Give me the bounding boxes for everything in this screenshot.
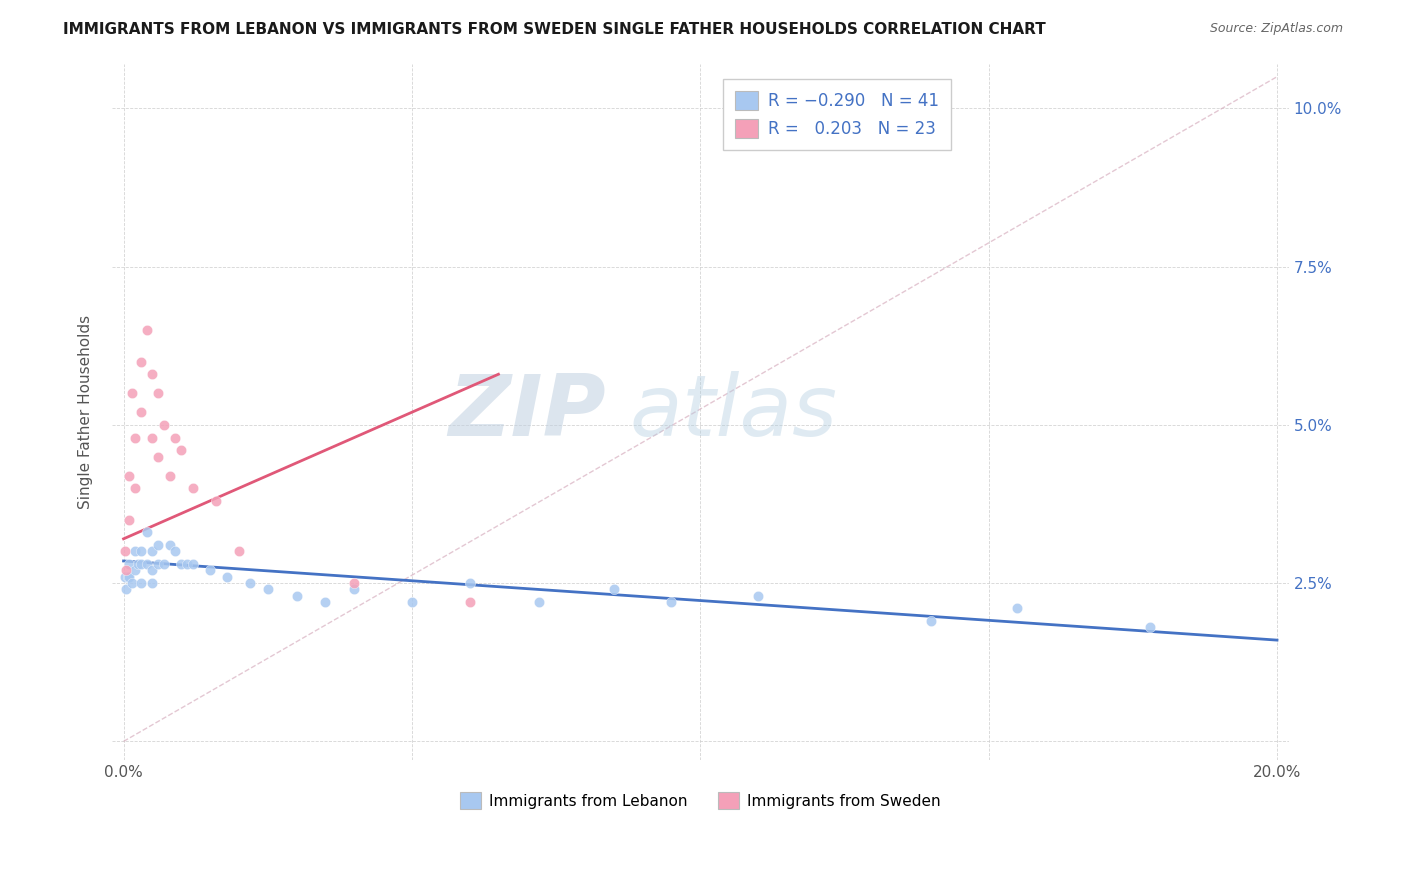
Point [661, 595, 683, 609]
Point [146, 538, 169, 552]
Text: Source: ZipAtlas.com: Source: ZipAtlas.com [1209, 22, 1343, 36]
Point [129, 354, 152, 368]
Text: IMMIGRANTS FROM LEBANON VS IMMIGRANTS FROM SWEDEN SINGLE FATHER HOUSEHOLDS CORRE: IMMIGRANTS FROM LEBANON VS IMMIGRANTS FR… [63, 22, 1046, 37]
Point [170, 443, 193, 458]
Point [146, 386, 169, 401]
Point [124, 544, 146, 558]
Point [458, 576, 481, 591]
Point [747, 589, 769, 603]
Point [165, 431, 187, 445]
Point [198, 564, 221, 578]
Point [146, 557, 169, 571]
Point [135, 525, 157, 540]
Point [118, 557, 141, 571]
Point [1007, 601, 1029, 615]
Point [256, 582, 278, 597]
Point [159, 538, 181, 552]
Point [181, 481, 204, 495]
Point [135, 323, 157, 337]
Point [285, 589, 308, 603]
Point [603, 582, 626, 597]
Point [458, 595, 481, 609]
Point [343, 582, 366, 597]
Point [141, 564, 163, 578]
Text: atlas: atlas [630, 371, 838, 454]
Text: ZIP: ZIP [449, 371, 606, 454]
Point [153, 557, 176, 571]
Point [114, 544, 136, 558]
Point [124, 564, 146, 578]
Point [176, 557, 198, 571]
Point [124, 481, 146, 495]
Point [141, 431, 163, 445]
Point [129, 557, 152, 571]
Point [314, 595, 336, 609]
Point [1139, 620, 1161, 634]
Point [129, 405, 152, 419]
Point [117, 570, 139, 584]
Point [118, 570, 141, 584]
Point [343, 576, 366, 591]
Point [129, 544, 152, 558]
Point [129, 576, 152, 591]
Point [127, 557, 149, 571]
Point [121, 386, 143, 401]
Point [135, 557, 157, 571]
Point [165, 544, 187, 558]
Point [146, 450, 169, 464]
Point [115, 582, 138, 597]
Point [239, 576, 262, 591]
Point [141, 576, 163, 591]
Point [159, 468, 181, 483]
Point [118, 513, 141, 527]
Point [920, 614, 942, 628]
Point [118, 468, 141, 483]
Point [170, 557, 193, 571]
Point [141, 368, 163, 382]
Legend: Immigrants from Lebanon, Immigrants from Sweden: Immigrants from Lebanon, Immigrants from… [454, 786, 946, 815]
Point [141, 544, 163, 558]
Point [181, 557, 204, 571]
Y-axis label: Single Father Households: Single Father Households [79, 315, 93, 509]
Point [153, 417, 176, 432]
Point [121, 576, 143, 591]
Point [527, 595, 550, 609]
Point [115, 564, 138, 578]
Point [114, 570, 136, 584]
Point [217, 570, 239, 584]
Point [205, 493, 228, 508]
Point [228, 544, 250, 558]
Point [124, 431, 146, 445]
Point [401, 595, 423, 609]
